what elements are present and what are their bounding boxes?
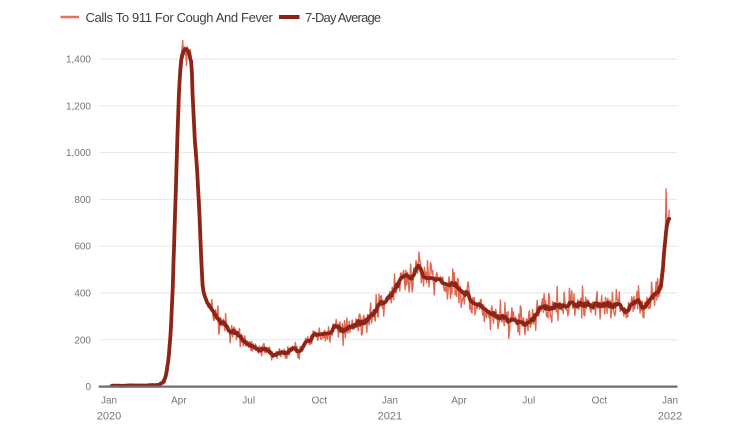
svg-text:2022: 2022 <box>658 411 682 423</box>
svg-text:Oct: Oct <box>592 396 608 407</box>
svg-text:Apr: Apr <box>171 396 187 407</box>
svg-text:1,200: 1,200 <box>66 101 91 112</box>
svg-text:1,400: 1,400 <box>66 55 91 66</box>
svg-text:2020: 2020 <box>97 411 121 423</box>
svg-text:0: 0 <box>85 382 91 393</box>
svg-text:600: 600 <box>74 242 91 253</box>
svg-text:800: 800 <box>74 195 91 206</box>
svg-text:Jan: Jan <box>382 396 398 407</box>
svg-text:Jan: Jan <box>101 396 117 407</box>
svg-text:Apr: Apr <box>451 396 467 407</box>
svg-text:Jul: Jul <box>522 396 535 407</box>
svg-text:Calls To 911 For Cough And Fev: Calls To 911 For Cough And Fever <box>86 10 274 25</box>
svg-text:1,000: 1,000 <box>66 148 91 159</box>
svg-text:400: 400 <box>74 289 91 300</box>
svg-text:7-Day Average: 7-Day Average <box>305 10 381 25</box>
svg-text:Jul: Jul <box>242 396 255 407</box>
svg-text:Jan: Jan <box>662 396 678 407</box>
svg-text:200: 200 <box>74 335 91 346</box>
svg-text:2021: 2021 <box>378 411 402 423</box>
svg-text:Oct: Oct <box>312 396 328 407</box>
